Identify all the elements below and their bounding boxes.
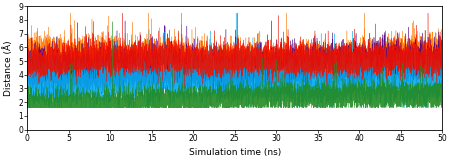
Y-axis label: Distance (Å): Distance (Å) [3, 40, 13, 96]
X-axis label: Simulation time (ns): Simulation time (ns) [189, 148, 281, 157]
